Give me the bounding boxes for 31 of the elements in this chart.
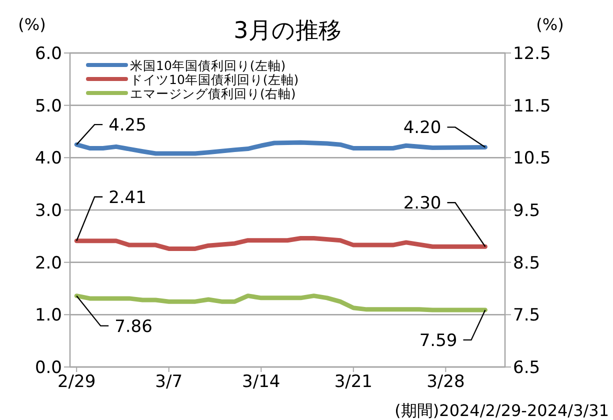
x-tick-label: 3/14 (242, 372, 280, 392)
data-label: 2.30 (403, 194, 442, 214)
text: (期間)2024/2/29-2024/3/31 (394, 401, 609, 420)
y-tick-label: 3.0 (34, 201, 62, 221)
data-label: 4.25 (108, 116, 146, 136)
y-axis-title: (%) (18, 15, 46, 34)
y2-tick-label: 9.5 (513, 201, 540, 221)
legend-label: 米国10年国債利回り(左軸) (130, 58, 286, 73)
x-tick-label: 2/29 (57, 372, 96, 392)
y-tick-label: 5.0 (34, 96, 62, 116)
y2-tick-label: 10.5 (513, 148, 551, 169)
y2-tick-label: 8.5 (513, 253, 540, 274)
y2-tick-label: 6.5 (513, 358, 540, 378)
x-tick-label: 3/28 (426, 372, 465, 392)
x-tick-label: 3/21 (334, 372, 373, 392)
legend-label: ドイツ10年国債利回り(左軸) (130, 72, 299, 87)
legend-label: エマージング債利回り(右軸) (130, 86, 296, 101)
y-tick-label: 2.0 (34, 253, 62, 274)
chart-title: 3月の推移 (234, 18, 342, 44)
data-label: 7.86 (114, 316, 152, 337)
y2-tick-label: 12.5 (513, 44, 551, 64)
x-tick-label: 3/7 (155, 372, 183, 392)
y2-tick-label: 11.5 (513, 96, 551, 116)
y-tick-label: 6.0 (34, 44, 62, 64)
data-label: 7.59 (419, 330, 458, 351)
y-tick-label: 1.0 (34, 306, 62, 326)
y2-axis-title: (%) (536, 15, 564, 34)
data-label: 4.20 (403, 118, 442, 138)
data-label: 2.41 (108, 188, 146, 208)
y-tick-label: 4.0 (34, 148, 62, 169)
y2-tick-label: 7.5 (513, 306, 540, 326)
